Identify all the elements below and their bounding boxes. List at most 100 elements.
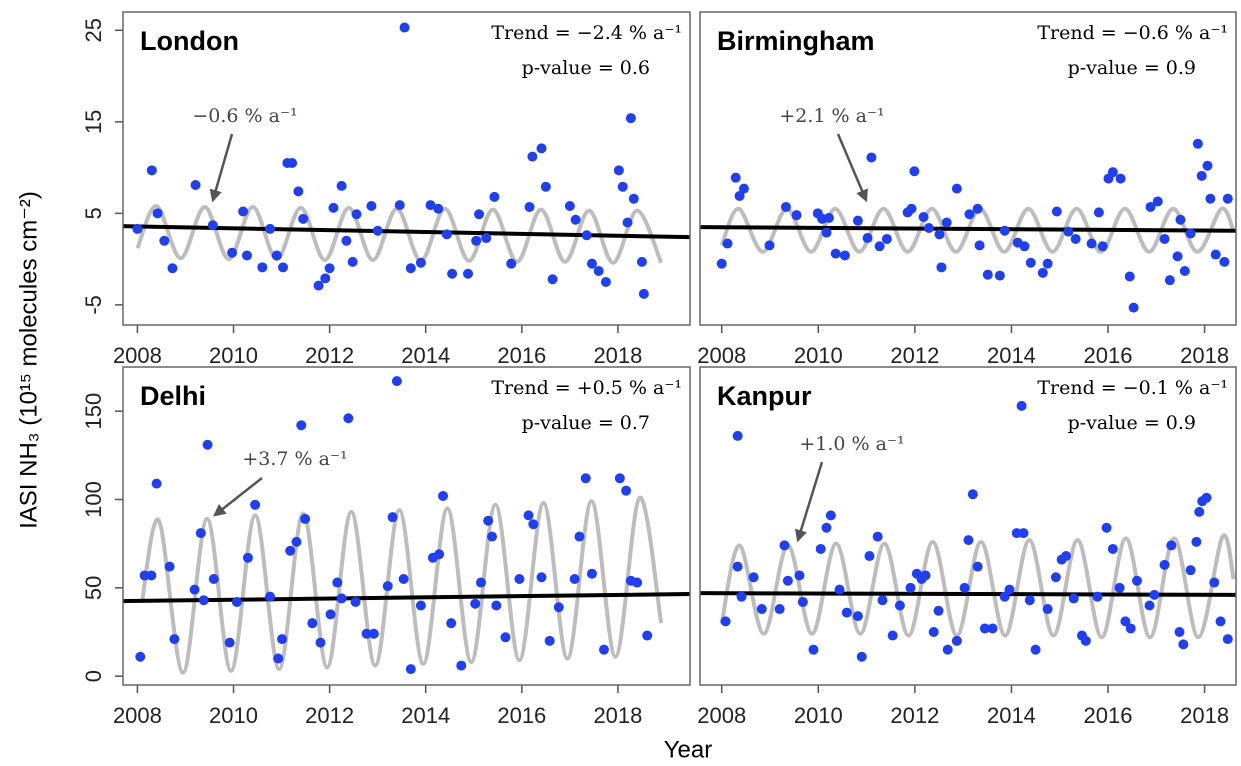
data-point <box>823 212 834 223</box>
data-point <box>570 214 581 225</box>
data-point <box>808 644 819 655</box>
data-point <box>999 591 1010 602</box>
data-point <box>923 222 934 233</box>
data-point <box>877 595 888 606</box>
data-point <box>405 263 416 274</box>
data-point <box>600 276 611 287</box>
plot-frame <box>699 11 1237 326</box>
data-point <box>151 478 162 489</box>
data-point <box>287 158 298 169</box>
data-point <box>487 531 498 542</box>
data-point <box>1063 226 1074 237</box>
arrow-label: +1.0 % a⁻¹ <box>799 433 904 455</box>
data-point <box>189 584 200 595</box>
data-point <box>1080 635 1091 646</box>
data-point <box>1050 572 1061 583</box>
data-point <box>1061 551 1072 562</box>
data-point <box>1070 233 1081 244</box>
data-point <box>313 280 324 291</box>
data-point <box>278 262 289 273</box>
data-point <box>1174 627 1185 637</box>
data-point <box>1185 228 1196 239</box>
data-point <box>972 203 983 214</box>
data-point <box>974 240 985 251</box>
data-point <box>1191 536 1202 547</box>
data-point <box>241 250 252 261</box>
data-point <box>438 490 449 501</box>
data-point <box>934 229 945 240</box>
y-tick-label: 150 <box>81 393 106 430</box>
data-point <box>987 623 998 634</box>
data-point <box>250 499 261 510</box>
data-point <box>638 288 649 299</box>
x-tick-label: 2018 <box>593 703 642 728</box>
data-point <box>1042 604 1053 615</box>
y-tick-label: 0 <box>81 670 106 682</box>
y-tick-label: 50 <box>81 576 106 600</box>
data-point <box>1178 639 1189 650</box>
data-point <box>146 570 157 581</box>
arrow <box>836 133 868 203</box>
x-tick-label: 2008 <box>113 703 162 728</box>
data-point <box>271 250 282 261</box>
data-point <box>441 229 452 240</box>
data-point <box>257 262 268 273</box>
data-point <box>1209 577 1220 588</box>
data-point <box>277 634 288 645</box>
data-point <box>942 644 953 655</box>
data-point <box>1222 193 1233 204</box>
data-point <box>514 574 525 584</box>
data-point <box>265 223 276 234</box>
data-point <box>146 165 157 176</box>
data-point <box>821 522 832 533</box>
data-point <box>195 528 206 539</box>
trend-text: Trend = −0.1 % a⁻¹ <box>1037 377 1228 399</box>
x-tick-label: 2012 <box>890 343 939 368</box>
data-point <box>815 543 826 554</box>
data-point <box>613 165 624 176</box>
data-point <box>732 561 743 572</box>
x-tick-label: 2018 <box>1180 703 1229 728</box>
data-point <box>1152 196 1163 207</box>
data-point <box>593 266 604 277</box>
data-point <box>780 201 791 212</box>
data-point <box>1196 170 1207 181</box>
data-point <box>224 637 235 648</box>
data-point <box>1222 634 1233 645</box>
data-point <box>1115 173 1126 184</box>
data-point <box>506 258 517 269</box>
data-point <box>474 209 485 220</box>
data-point <box>527 151 538 162</box>
data-point <box>720 616 731 627</box>
data-point <box>1164 275 1175 286</box>
data-point <box>434 549 445 560</box>
x-tick-label: 2016 <box>1084 343 1133 368</box>
data-point <box>951 183 962 194</box>
data-point <box>167 263 178 274</box>
data-point <box>794 570 805 581</box>
data-point <box>300 513 311 524</box>
data-point <box>1092 591 1103 602</box>
x-tick-label: 2008 <box>113 343 162 368</box>
x-tick-label: 2018 <box>1180 343 1229 368</box>
data-point <box>1018 528 1029 539</box>
p-value-text: p-value = 0.9 <box>1068 57 1196 79</box>
data-point <box>394 200 405 211</box>
trend-text: Trend = −2.4 % a⁻¹ <box>491 22 682 44</box>
data-point <box>716 258 727 269</box>
data-point <box>298 213 309 224</box>
y-axis-label: IASI NH₃ (10¹⁵ molecules cm⁻²) <box>15 191 42 529</box>
data-point <box>1128 302 1139 313</box>
p-value-text: p-value = 0.6 <box>522 57 650 79</box>
data-point <box>825 510 836 521</box>
data-point <box>433 203 444 214</box>
data-point <box>756 604 767 615</box>
data-point <box>368 628 379 639</box>
data-point <box>463 268 474 279</box>
data-point <box>999 225 1010 236</box>
panel: 0 50 100 150 2008 2010 2012 2014 2016 2018 Delhi Tr… <box>81 366 691 728</box>
p-value-text: p-value = 0.7 <box>522 412 650 434</box>
data-point <box>238 206 249 217</box>
p-value-text: p-value = 0.9 <box>1068 412 1196 434</box>
